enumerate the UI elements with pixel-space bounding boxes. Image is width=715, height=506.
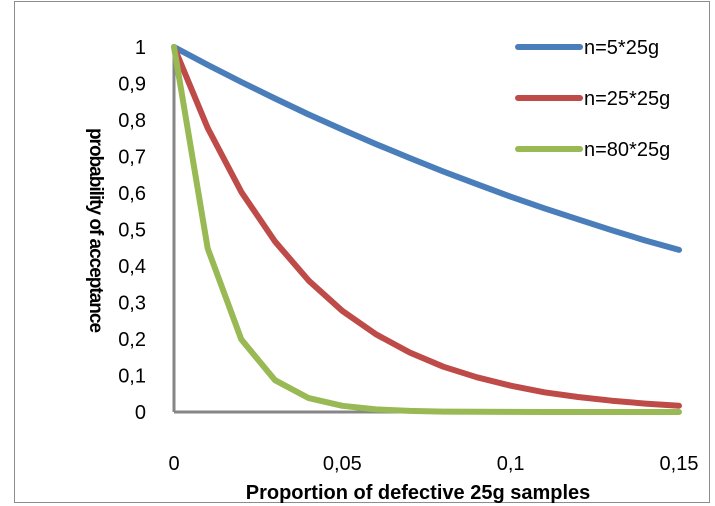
x-tick-label: 0,15 [660,453,699,475]
series-line-1 [171,44,682,253]
y-tick-label: 0,1 [118,366,146,388]
y-tick-label: 0,6 [118,183,146,205]
y-tick-label: 0,8 [118,110,146,132]
y-axis-title: probability of acceptance [85,128,106,333]
y-tick-label: 0,9 [118,74,146,96]
y-tick-label: 0,5 [118,220,146,242]
chart-frame [14,1,710,503]
x-tick-label: 0,05 [323,453,362,475]
y-tick-label: 0 [135,402,146,424]
series-line-2 [171,44,682,409]
legend-label: n=25*25g [584,88,670,110]
y-tick-label: 1 [135,37,146,59]
y-tick-label: 0,2 [118,329,146,351]
y-tick-label: 0,4 [118,256,146,278]
x-axis-title: Proportion of defective 25g samples [246,482,591,504]
legend-label: n=5*25g [584,37,659,59]
x-tick-label: 0 [168,453,179,475]
legend-label: n=80*25g [584,139,670,161]
x-tick-label: 0,1 [497,453,525,475]
y-tick-label: 0,7 [118,147,146,169]
series-line-3 [171,44,682,415]
y-tick-label: 0,3 [118,293,146,315]
